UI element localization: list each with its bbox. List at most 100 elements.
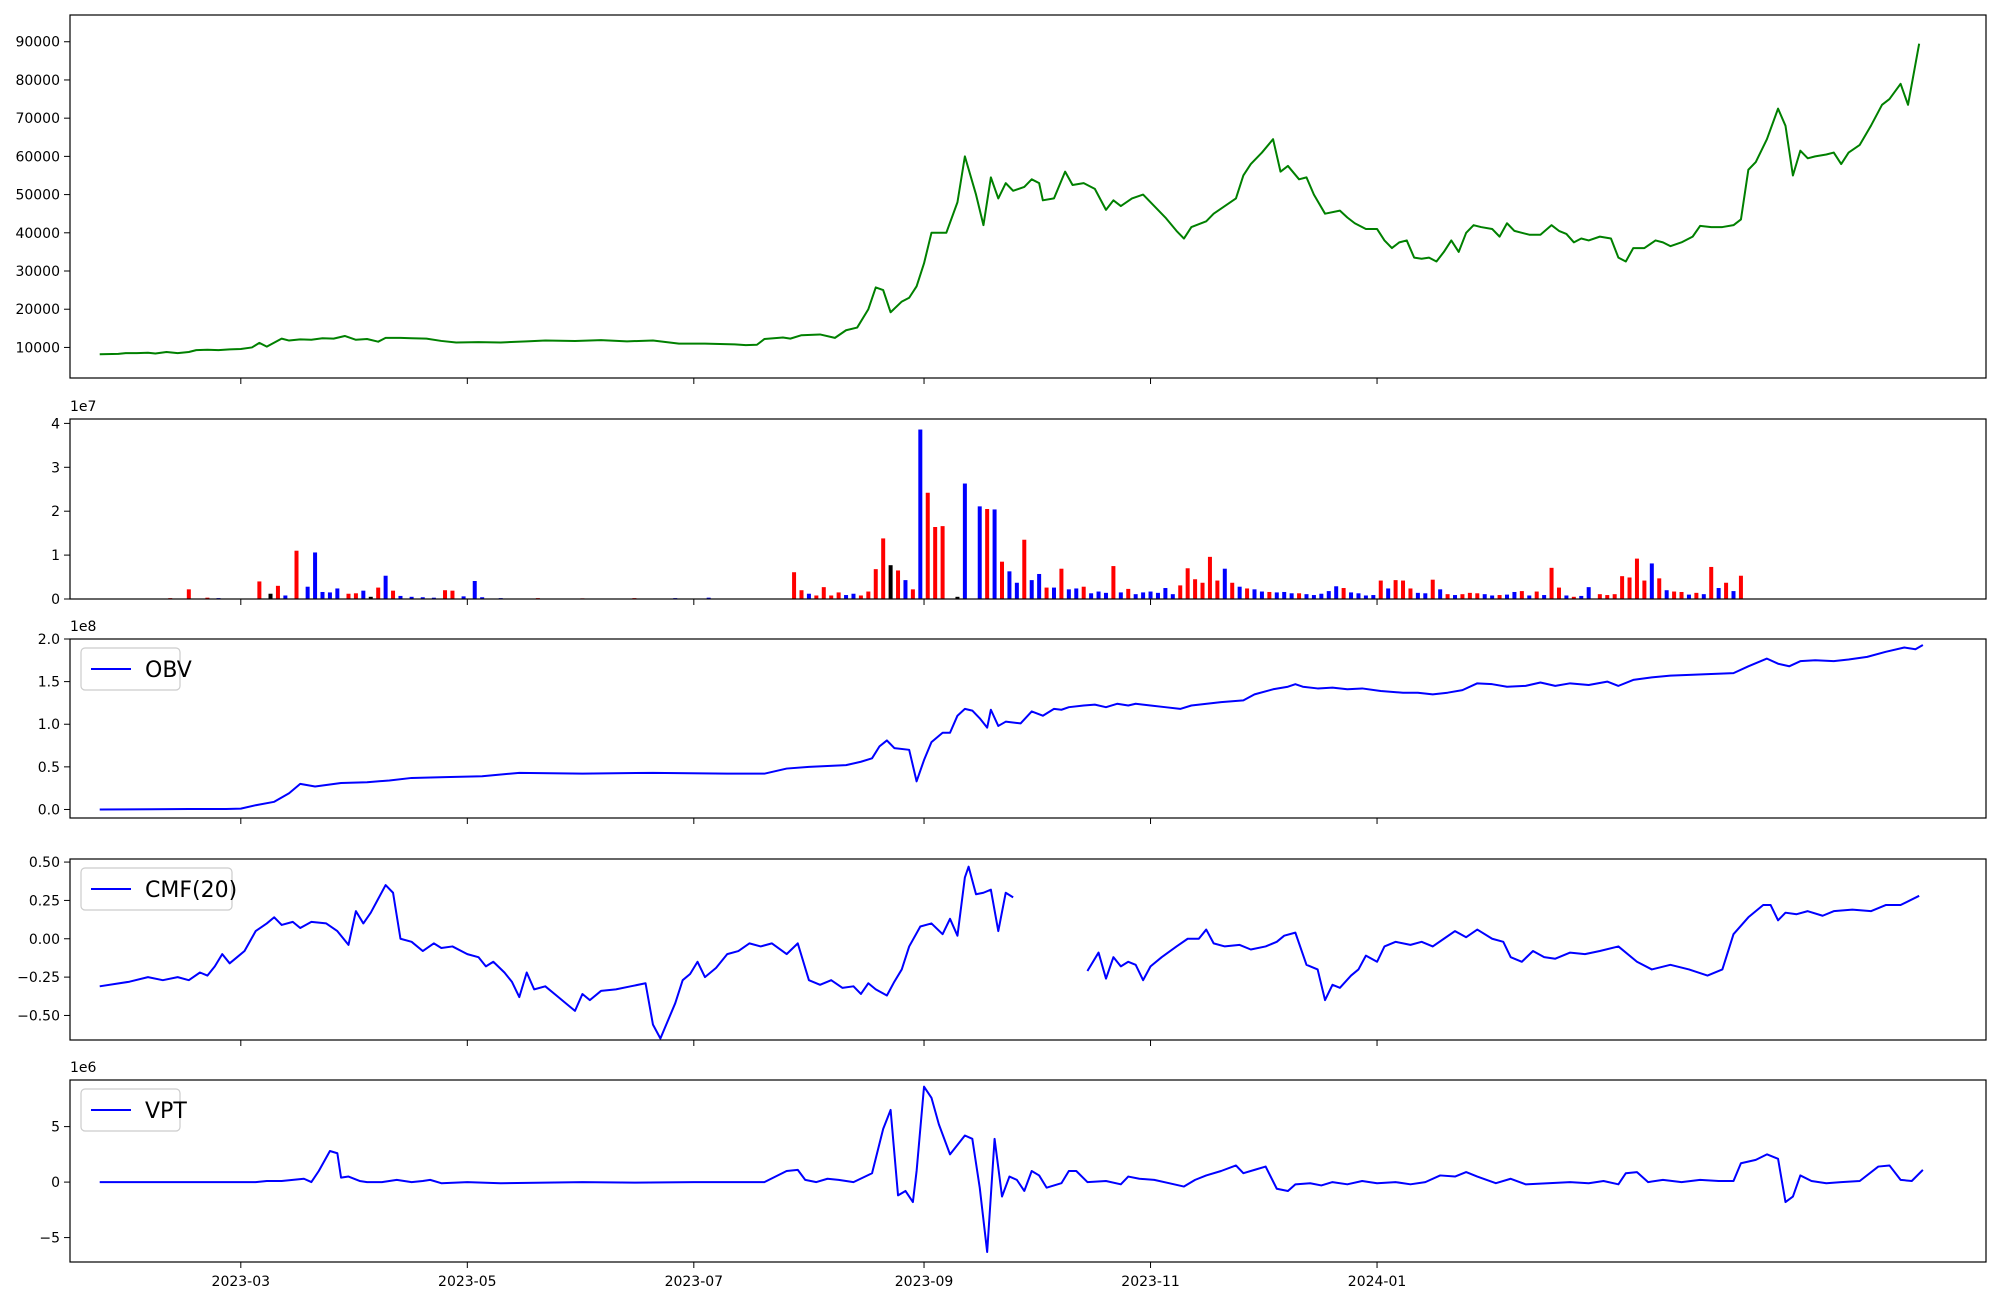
- volume-bar: [1694, 592, 1699, 599]
- volume-bar: [1193, 579, 1198, 599]
- volume-bar: [962, 483, 967, 599]
- legend-label: CMF(20): [145, 878, 237, 903]
- volume-bar: [327, 592, 332, 599]
- volume-bar: [275, 585, 280, 599]
- x-tick-label: 2023-11: [1121, 1274, 1180, 1290]
- volume-bar: [320, 591, 325, 599]
- y-tick-label: 5: [51, 1120, 60, 1136]
- volume-bar: [1155, 592, 1160, 599]
- axes-frame: [69, 418, 1987, 600]
- volume-bar: [1716, 588, 1721, 599]
- volume-bar: [1586, 587, 1591, 599]
- volume-bar: [1701, 594, 1706, 599]
- volume-bar: [1542, 595, 1547, 599]
- volume-bar: [1319, 593, 1324, 599]
- volume-bar: [1311, 595, 1316, 599]
- volume-bar: [1230, 582, 1235, 599]
- volume-bar: [450, 590, 455, 599]
- volume-bar: [799, 590, 804, 599]
- volume-bar: [1222, 568, 1227, 599]
- volume-bar: [1679, 591, 1684, 599]
- volume-bar: [1556, 587, 1561, 599]
- volume-bar: [1133, 594, 1138, 599]
- volume-bar: [361, 590, 366, 599]
- volume-bar: [186, 589, 191, 599]
- volume-bar: [294, 550, 299, 599]
- volume-bar: [851, 593, 856, 599]
- volume-bar: [1334, 586, 1339, 599]
- volume-bar: [1185, 568, 1190, 599]
- volume-bar: [918, 429, 923, 599]
- cmf-series-line: [1086, 894, 1920, 1002]
- x-tick-label: 2024-01: [1348, 1274, 1407, 1290]
- y-tick-label: 0: [51, 592, 60, 608]
- volume-bar: [1649, 563, 1654, 599]
- volume-bar: [1738, 575, 1743, 599]
- volume-bar: [1564, 595, 1569, 599]
- volume-bar: [1237, 586, 1242, 599]
- y-tick-label: 10000: [15, 340, 60, 356]
- volume-bar: [313, 552, 318, 599]
- volume-bar: [881, 538, 886, 599]
- x-tick-label: 2023-07: [665, 1274, 724, 1290]
- volume-bar: [1534, 591, 1539, 599]
- volume-bar: [1453, 595, 1458, 599]
- volume-bar: [1519, 591, 1524, 599]
- volume-bar: [1066, 589, 1071, 599]
- volume-bar: [1386, 588, 1391, 599]
- volume-bar: [1356, 593, 1361, 599]
- volume-bar: [1170, 594, 1175, 599]
- x-tick-label: 2023-09: [895, 1274, 954, 1290]
- volume-bar: [1081, 586, 1086, 599]
- volume-bar: [283, 595, 288, 599]
- y-tick-label: 0.0: [38, 802, 60, 818]
- y-tick-label: 40000: [15, 226, 60, 242]
- volume-bar: [1267, 591, 1272, 599]
- y-tick-label: 0.25: [29, 893, 60, 909]
- volume-bar: [1074, 588, 1079, 599]
- volume-bar: [398, 595, 403, 599]
- y-tick-label: −5: [39, 1231, 60, 1247]
- axes-frame: [69, 1079, 1987, 1263]
- volume-bar: [1378, 580, 1383, 599]
- volume-bar: [1141, 592, 1146, 599]
- volume-bar: [1118, 592, 1123, 599]
- y-tick-label: 20000: [15, 302, 60, 318]
- volume-bar: [1259, 591, 1264, 599]
- volume-bar: [1014, 582, 1019, 599]
- volume-bar: [1724, 582, 1729, 599]
- y-tick-label: 2.0: [38, 632, 60, 648]
- y-tick-label: 3: [51, 460, 60, 476]
- volume-bar: [268, 593, 273, 599]
- legend: OBV: [80, 647, 192, 691]
- chart-panels: 10000 20000 30000 40000 50000 60000 70000 80000…: [15, 14, 1987, 1290]
- y-tick-label: 1: [51, 548, 60, 564]
- volume-bar: [1657, 578, 1662, 599]
- volume-bar: [814, 595, 819, 599]
- legend-label: VPT: [145, 1099, 187, 1124]
- volume-bar: [933, 527, 938, 599]
- volume-bar: [1178, 585, 1183, 599]
- volume-bar: [1051, 587, 1056, 599]
- volume-bar: [1467, 592, 1472, 599]
- volume-bar: [1430, 579, 1435, 599]
- panel-price: 10000 20000 30000 40000 50000 60000 70000 80000…: [15, 14, 1987, 379]
- volume-bar: [1686, 594, 1691, 599]
- volume-bar: [836, 592, 841, 599]
- axes-frame: [69, 638, 1987, 819]
- volume-bar: [866, 591, 871, 599]
- volume-bar: [1612, 594, 1617, 599]
- volume-bar: [858, 595, 863, 599]
- volume-bar: [1512, 591, 1517, 599]
- volume-bar: [888, 565, 893, 599]
- volume-bar: [420, 597, 425, 599]
- volume-bar: [1605, 595, 1610, 599]
- y-tick-label: 1.0: [38, 717, 60, 733]
- volume-bar: [1620, 576, 1625, 599]
- volume-bar: [1672, 591, 1677, 599]
- volume-bar: [1059, 568, 1064, 599]
- volume-bar: [1089, 593, 1094, 599]
- volume-bar: [1148, 591, 1153, 599]
